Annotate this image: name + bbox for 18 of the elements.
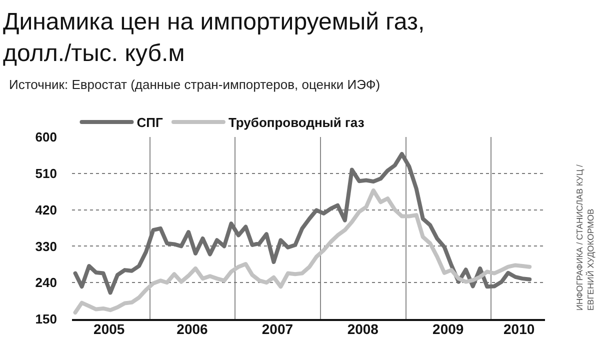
- x-tick-label: 2008: [347, 321, 379, 337]
- y-tick-label: 600: [35, 130, 57, 145]
- y-tick-label: 240: [35, 275, 57, 290]
- chart-subtitle: Источник: Евростат (данные стран-импортеров, оценки ИЭФ): [9, 77, 380, 92]
- y-tick-label: 510: [35, 166, 57, 181]
- text: ИНФОГРАФИКА / СТАНИСЛАВ КУЦ / ЕВГЕНИЙ ХУДОКОРМОВ: [574, 164, 596, 311]
- legend-label: СПГ: [136, 115, 164, 130]
- line-series: [73, 188, 532, 315]
- chart-title: Динамика цен на импортируемый газ, долл./тыс. куб.м: [3, 8, 425, 67]
- x-tick-label: 2005: [94, 321, 125, 337]
- x-tick-label: 2007: [262, 321, 294, 337]
- x-tick-label: 2010: [504, 321, 535, 337]
- y-tick-label: 330: [35, 238, 57, 254]
- x-tick-label: 2006: [176, 321, 208, 337]
- y-tick-label: 420: [35, 202, 57, 218]
- y-tick-label: 150: [35, 312, 57, 327]
- legend-label: Трубопроводный газ: [228, 115, 365, 130]
- x-tick-label: 2009: [432, 321, 464, 337]
